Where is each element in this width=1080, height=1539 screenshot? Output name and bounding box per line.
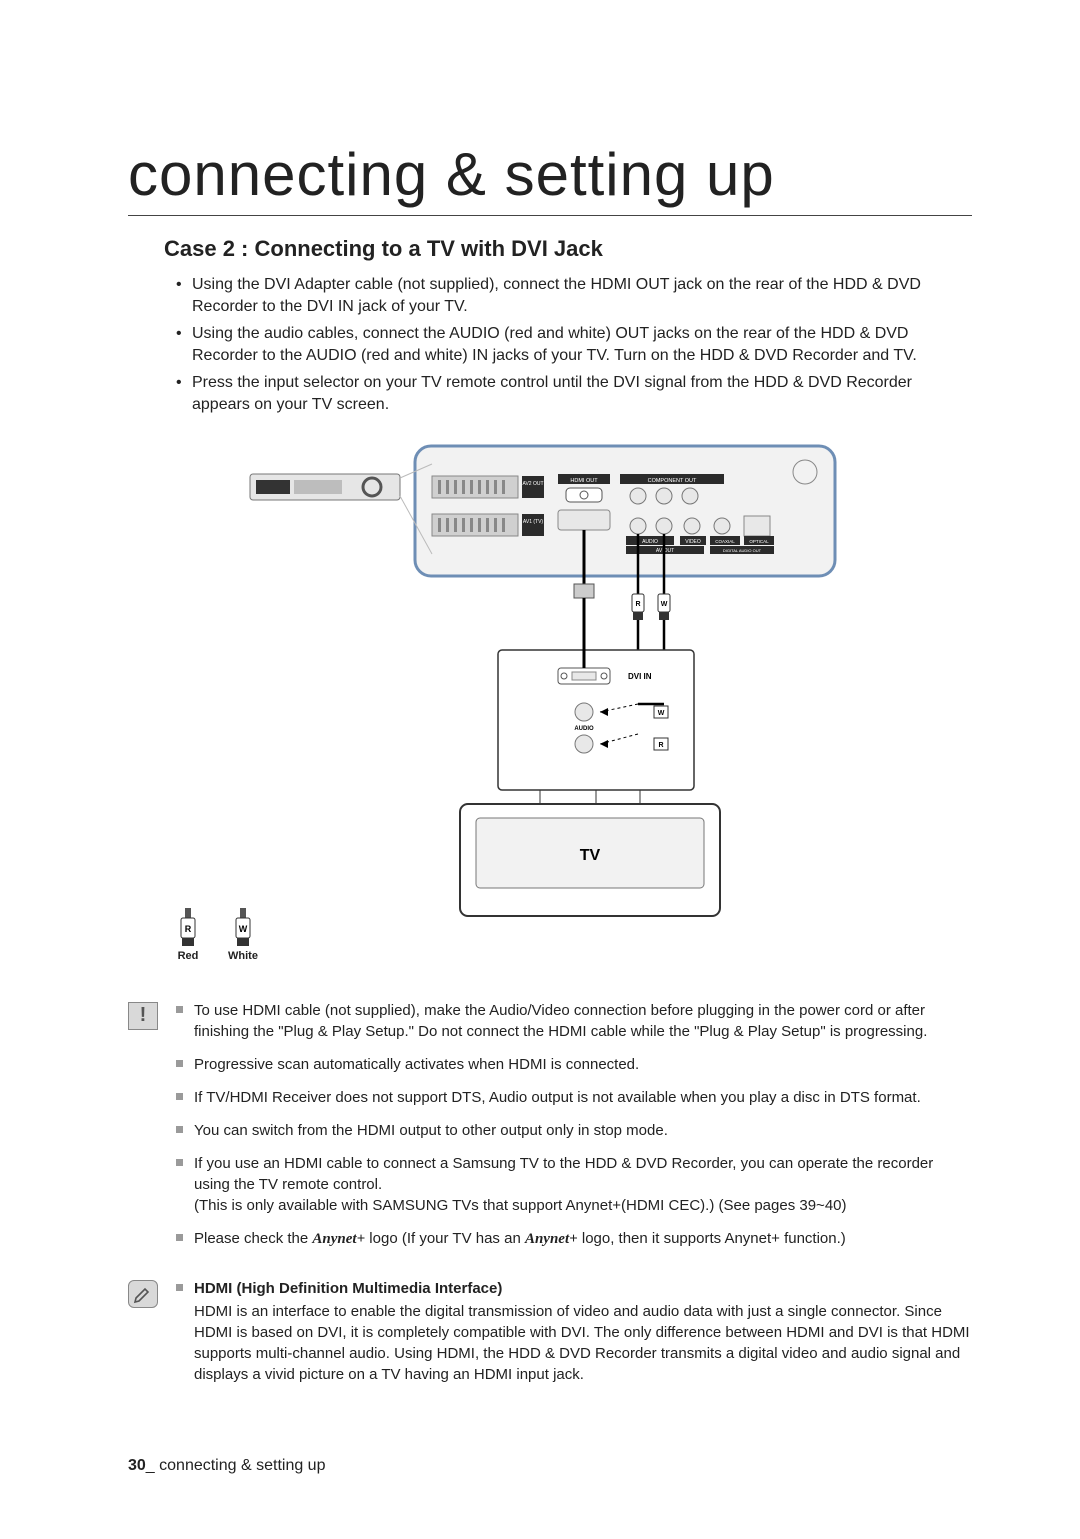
definition-item: HDMI (High Definition Multimedia Interfa…: [176, 1278, 972, 1385]
caution-item: If TV/HDMI Receiver does not support DTS…: [176, 1087, 972, 1108]
svg-text:W: W: [661, 601, 668, 608]
caution-item: If you use an HDMI cable to connect a Sa…: [176, 1153, 972, 1216]
footer-section: connecting & setting up: [159, 1457, 325, 1474]
rca-legend: R Red W White: [176, 906, 258, 962]
definition-body: HDMI is an interface to enable the digit…: [194, 1301, 972, 1385]
legend-white-label: White: [228, 950, 258, 962]
hdmi-dvi-adapter: [574, 584, 594, 598]
note-icon: [128, 1280, 158, 1308]
label-tv-audio: AUDIO: [574, 726, 594, 732]
case-heading: Case 2 : Connecting to a TV with DVI Jac…: [164, 236, 972, 262]
label-coaxial: COAXIAL: [715, 539, 735, 544]
tv-outline: TV: [460, 790, 720, 916]
page-footer: 30_ connecting & setting up: [128, 1457, 325, 1475]
anynet-logo: Anynet+: [312, 1231, 365, 1247]
instruction-item: Press the input selector on your TV remo…: [176, 372, 960, 415]
svg-text:W: W: [239, 924, 248, 934]
legend-red-jack: R Red: [176, 906, 200, 962]
definition-heading: HDMI (High Definition Multimedia Interfa…: [194, 1280, 502, 1297]
legend-white-jack: W White: [228, 906, 258, 962]
caution-notes: ! To use HDMI cable (not supplied), make…: [128, 1000, 972, 1262]
manual-page: connecting & setting up Case 2 : Connect…: [0, 0, 1080, 1539]
note-definition: HDMI (High Definition Multimedia Interfa…: [128, 1278, 972, 1397]
caution-item-anynet: Please check the Anynet+ logo (If your T…: [176, 1228, 972, 1250]
label-component-out: COMPONENT OUT: [648, 478, 697, 484]
label-tv: TV: [580, 847, 601, 864]
page-number: 30: [128, 1457, 146, 1474]
instruction-list: Using the DVI Adapter cable (not supplie…: [176, 274, 960, 416]
rca-plug-w: W: [658, 594, 670, 620]
label-av1-tv: AV1 (TV): [523, 519, 544, 525]
label-dvi-in: DVI IN: [628, 672, 652, 681]
instruction-item: Using the audio cables, connect the AUDI…: [176, 323, 960, 366]
label-hdmi-out: HDMI OUT: [570, 478, 598, 484]
caution-list: To use HDMI cable (not supplied), make t…: [176, 1000, 972, 1262]
anynet-logo: Anynet+: [525, 1231, 578, 1247]
legend-red-label: Red: [178, 950, 199, 962]
caution-icon: !: [128, 1002, 158, 1030]
definition-list: HDMI (High Definition Multimedia Interfa…: [176, 1278, 972, 1397]
instruction-item: Using the DVI Adapter cable (not supplie…: [176, 274, 960, 317]
caution-item: You can switch from the HDMI output to o…: [176, 1120, 972, 1141]
connection-diagram: AV2 OUT AV1 (TV) HDMI OUT COMPONENT OUT …: [128, 434, 972, 962]
label-digital-audio-out: DIGITAL AUDIO OUT: [723, 548, 762, 553]
svg-text:R: R: [635, 601, 640, 608]
caution-item: Progressive scan automatically activates…: [176, 1054, 972, 1075]
diagram-svg: AV2 OUT AV1 (TV) HDMI OUT COMPONENT OUT …: [240, 434, 860, 954]
label-audio: AUDIO: [642, 539, 658, 545]
caution-item: To use HDMI cable (not supplied), make t…: [176, 1000, 972, 1042]
svg-text:R: R: [185, 924, 192, 934]
svg-text:R: R: [658, 742, 663, 749]
label-av2-out: AV2 OUT: [522, 481, 543, 487]
recorder-thumbnail: [250, 464, 432, 554]
label-optical: OPTICAL: [749, 539, 769, 544]
page-title: connecting & setting up: [128, 140, 972, 216]
rca-plug-r: R: [632, 594, 644, 620]
svg-text:W: W: [658, 710, 665, 717]
label-video: VIDEO: [685, 539, 701, 545]
